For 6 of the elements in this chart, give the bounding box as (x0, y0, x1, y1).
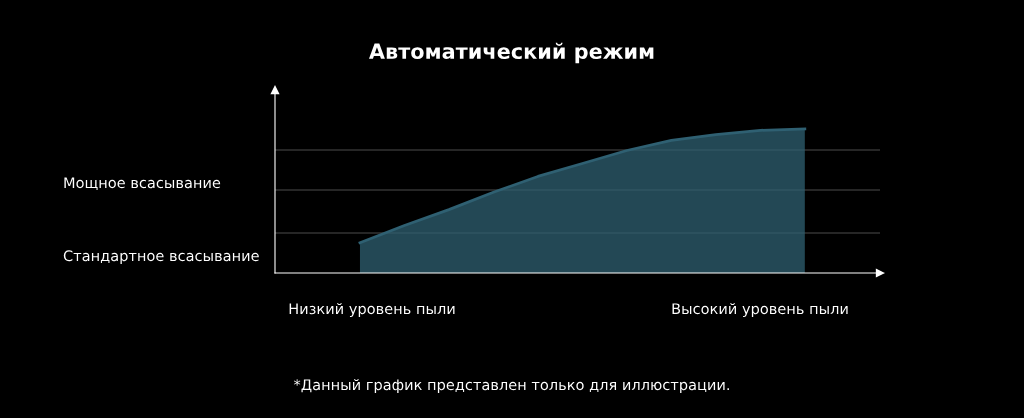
text: Низкий уровень пыли (289, 303, 455, 318)
text: Мощное всасывание (64, 177, 221, 191)
chart-title: Автоматический режим (368, 42, 654, 64)
text: *Данный график представлен только для иллюстрации. (293, 379, 729, 394)
text: Высокий уровень пыли (672, 303, 848, 318)
annotation: Стандартное всасывание (63, 250, 259, 265)
